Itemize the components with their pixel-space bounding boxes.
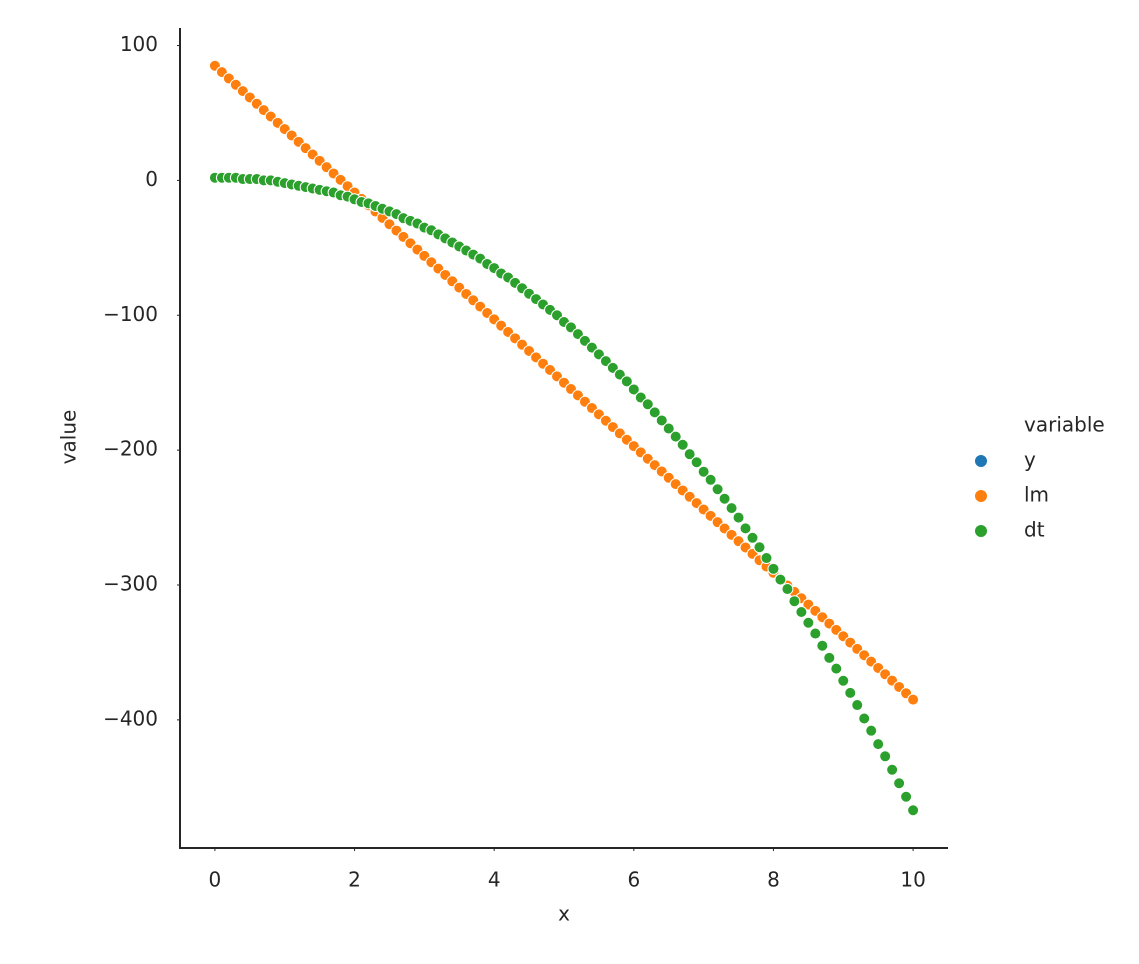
legend-label: y	[1024, 448, 1036, 472]
legend-label: dt	[1024, 518, 1045, 542]
point	[697, 465, 710, 478]
point	[767, 562, 780, 575]
point	[907, 693, 920, 706]
point	[753, 541, 766, 554]
y-tick-label: 100	[120, 32, 158, 56]
point	[837, 674, 850, 687]
point	[774, 573, 787, 586]
y-tick-label: −100	[103, 302, 158, 326]
point	[816, 639, 829, 652]
legend-label: lm	[1024, 483, 1049, 507]
point	[739, 522, 752, 535]
point	[865, 724, 878, 737]
point	[732, 511, 745, 524]
point	[851, 699, 864, 712]
point	[886, 763, 899, 776]
x-tick-label: 0	[209, 868, 222, 892]
point	[858, 712, 871, 725]
point	[809, 627, 822, 640]
y-tick-label: −300	[103, 572, 158, 596]
point	[746, 531, 759, 544]
y-tick-label: 0	[145, 167, 158, 191]
point	[690, 456, 703, 469]
point	[655, 414, 668, 427]
x-tick-label: 4	[488, 868, 501, 892]
y-tick-label: −200	[103, 437, 158, 461]
point	[620, 375, 633, 388]
legend-marker	[974, 524, 988, 538]
x-tick-label: 8	[767, 868, 780, 892]
point	[823, 651, 836, 664]
legend-marker	[974, 454, 988, 468]
point	[676, 438, 689, 451]
point	[872, 738, 885, 751]
point	[781, 583, 794, 596]
point	[879, 750, 892, 763]
x-tick-label: 10	[900, 868, 925, 892]
point	[683, 448, 696, 461]
x-axis-label: x	[558, 902, 570, 926]
point	[641, 398, 654, 411]
point	[704, 473, 717, 486]
x-tick-label: 6	[627, 868, 640, 892]
point	[907, 804, 920, 817]
y-axis-label: value	[57, 410, 81, 465]
point	[893, 777, 906, 790]
point	[760, 552, 773, 565]
point	[718, 492, 731, 505]
point	[725, 502, 738, 515]
point	[669, 430, 682, 443]
point	[830, 662, 843, 675]
point	[711, 483, 724, 496]
point	[648, 406, 661, 419]
point	[900, 790, 913, 803]
point	[802, 616, 815, 629]
legend-title: variable	[1024, 413, 1105, 437]
legend-marker	[974, 489, 988, 503]
point	[662, 422, 675, 435]
point	[788, 595, 801, 608]
x-tick-label: 2	[348, 868, 361, 892]
point	[795, 605, 808, 618]
point	[844, 686, 857, 699]
y-tick-label: −400	[103, 706, 158, 730]
point	[627, 383, 640, 396]
